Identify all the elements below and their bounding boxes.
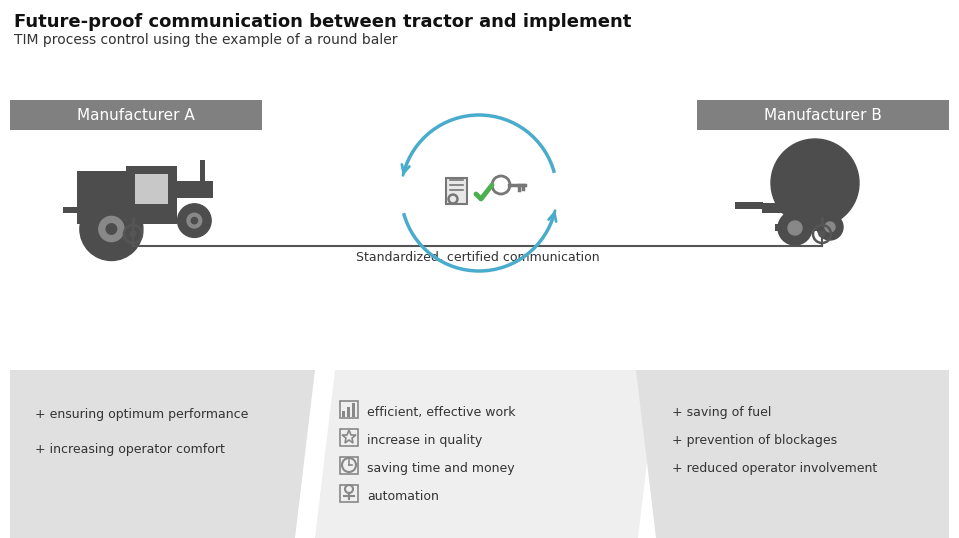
FancyBboxPatch shape <box>342 411 345 417</box>
Text: Standardized, certified communication: Standardized, certified communication <box>356 251 599 264</box>
FancyBboxPatch shape <box>175 181 213 197</box>
FancyBboxPatch shape <box>77 171 176 224</box>
FancyBboxPatch shape <box>199 160 205 181</box>
Text: increase in quality: increase in quality <box>367 434 482 447</box>
Text: saving time and money: saving time and money <box>367 462 515 475</box>
FancyBboxPatch shape <box>10 100 262 130</box>
Text: + ensuring optimum performance: + ensuring optimum performance <box>35 408 248 421</box>
Text: TIM process control using the example of a round baler: TIM process control using the example of… <box>14 33 397 47</box>
Circle shape <box>187 213 201 228</box>
Circle shape <box>825 222 835 232</box>
Text: + saving of fuel: + saving of fuel <box>672 406 771 419</box>
FancyBboxPatch shape <box>446 178 467 204</box>
FancyBboxPatch shape <box>134 174 168 204</box>
FancyBboxPatch shape <box>697 100 949 130</box>
Circle shape <box>451 196 456 202</box>
Polygon shape <box>10 370 315 538</box>
Polygon shape <box>636 370 949 538</box>
Circle shape <box>448 194 458 204</box>
Circle shape <box>817 214 843 240</box>
Circle shape <box>99 216 124 242</box>
Circle shape <box>191 217 198 224</box>
Text: Manufacturer B: Manufacturer B <box>764 108 882 123</box>
FancyBboxPatch shape <box>63 207 79 213</box>
FancyBboxPatch shape <box>775 224 830 231</box>
Text: + reduced operator involvement: + reduced operator involvement <box>672 462 877 475</box>
Circle shape <box>788 221 802 235</box>
Text: + increasing operator comfort: + increasing operator comfort <box>35 443 224 456</box>
Text: Manufacturer A: Manufacturer A <box>77 108 195 123</box>
Circle shape <box>778 211 812 245</box>
Circle shape <box>130 231 136 237</box>
Circle shape <box>80 197 143 260</box>
Text: efficient, effective work: efficient, effective work <box>367 406 516 419</box>
Polygon shape <box>315 370 658 538</box>
FancyBboxPatch shape <box>735 202 763 209</box>
Circle shape <box>177 204 211 237</box>
FancyBboxPatch shape <box>347 407 350 417</box>
Text: + prevention of blockages: + prevention of blockages <box>672 434 837 447</box>
Circle shape <box>106 224 117 234</box>
Text: Future-proof communication between tractor and implement: Future-proof communication between tract… <box>14 13 631 31</box>
FancyBboxPatch shape <box>352 403 355 417</box>
Circle shape <box>771 139 859 227</box>
FancyBboxPatch shape <box>126 166 134 208</box>
FancyBboxPatch shape <box>762 203 822 213</box>
FancyBboxPatch shape <box>126 166 176 179</box>
Text: automation: automation <box>367 490 439 503</box>
Circle shape <box>819 231 825 237</box>
FancyBboxPatch shape <box>168 166 176 208</box>
